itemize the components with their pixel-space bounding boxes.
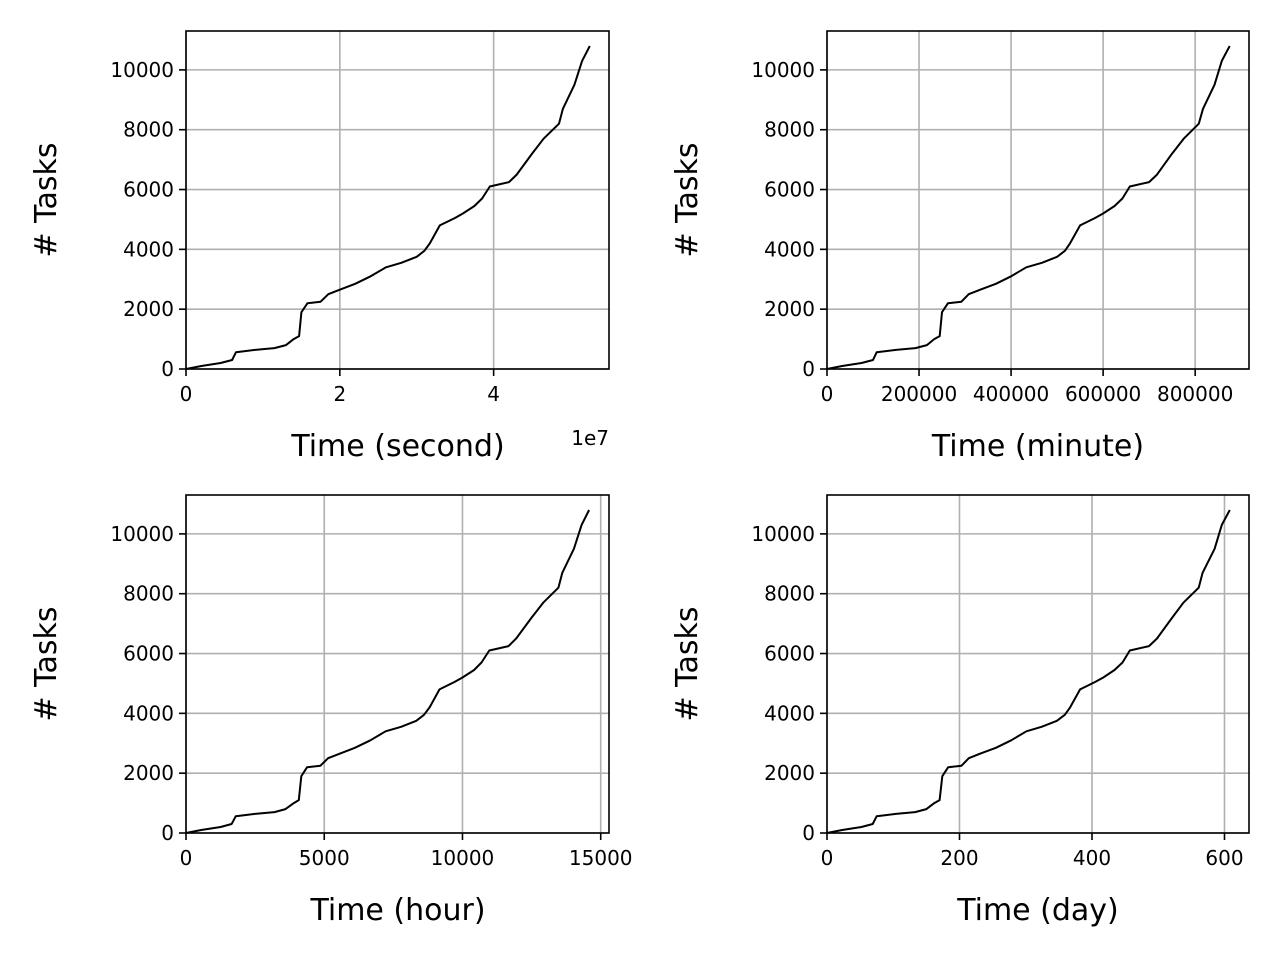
y-tick-label: 6000 <box>123 178 174 202</box>
axes-frame <box>185 494 610 834</box>
x-tick-label: 400000 <box>973 382 1049 406</box>
y-tick-label: 0 <box>802 357 815 381</box>
y-tick-label: 4000 <box>123 237 174 261</box>
x-tick-label: 5000 <box>299 846 350 870</box>
series-line <box>185 509 590 834</box>
series-line <box>826 509 1231 834</box>
axes-frame <box>826 30 1250 370</box>
y-tick-label: 6000 <box>764 642 815 666</box>
y-tick-label: 6000 <box>764 178 815 202</box>
y-axis-label: # Tasks <box>29 606 64 721</box>
y-tick-label: 10000 <box>751 522 815 546</box>
y-tick-label: 10000 <box>110 522 174 546</box>
y-tick-label: 4000 <box>123 701 174 725</box>
y-axis-label: # Tasks <box>670 142 705 257</box>
x-tick-label: 10000 <box>431 846 495 870</box>
x-tick-label: 200 <box>940 846 978 870</box>
y-tick-label: 2000 <box>123 297 174 321</box>
y-tick-label: 2000 <box>123 761 174 785</box>
x-tick-label: 0 <box>821 846 834 870</box>
x-axis-label: Time (second) <box>290 429 504 464</box>
y-tick-label: 0 <box>802 821 815 845</box>
y-tick-label: 0 <box>161 357 174 381</box>
x-axis-label: Time (hour) <box>309 893 485 928</box>
x-tick-label: 4 <box>487 382 500 406</box>
x-offset-label: 1e7 <box>571 426 609 450</box>
series-line <box>185 45 591 370</box>
x-tick-label: 400 <box>1073 846 1111 870</box>
x-tick-label: 15000 <box>569 846 633 870</box>
y-axis-label: # Tasks <box>670 606 705 721</box>
x-tick-label: 0 <box>821 382 834 406</box>
subplot-2: 0 200000 400000 600000 800000 0 2000 4000 6000 80… <box>670 30 1250 464</box>
x-tick-label: 2 <box>333 382 346 406</box>
y-axis-label: # Tasks <box>29 142 64 257</box>
y-tick-label: 4000 <box>764 237 815 261</box>
x-axis-label: Time (minute) <box>931 429 1144 464</box>
y-tick-label: 10000 <box>110 58 174 82</box>
y-tick-label: 10000 <box>751 58 815 82</box>
y-tick-label: 8000 <box>123 582 174 606</box>
x-tick-label: 0 <box>180 846 193 870</box>
y-tick-label: 8000 <box>764 582 815 606</box>
series-line <box>826 45 1231 370</box>
axes-frame <box>826 494 1250 834</box>
x-tick-label: 200000 <box>881 382 957 406</box>
x-tick-label: 600000 <box>1065 382 1141 406</box>
y-tick-label: 0 <box>161 821 174 845</box>
y-tick-label: 8000 <box>764 118 815 142</box>
y-tick-label: 8000 <box>123 118 174 142</box>
y-tick-label: 6000 <box>123 642 174 666</box>
x-axis-label: Time (day) <box>956 893 1119 928</box>
x-tick-label: 0 <box>180 382 193 406</box>
axes-frame <box>185 30 610 370</box>
subplot-1: 0 2 4 0 2000 4000 6000 8000 10000 Time (second) # … <box>29 30 610 464</box>
y-tick-label: 2000 <box>764 297 815 321</box>
subplot-3: 0 5000 10000 15000 0 2000 4000 6000 8000 10000 Tim… <box>29 494 633 928</box>
x-tick-label: 800000 <box>1157 382 1233 406</box>
y-tick-label: 4000 <box>764 701 815 725</box>
x-tick-label: 600 <box>1205 846 1243 870</box>
y-tick-label: 2000 <box>764 761 815 785</box>
